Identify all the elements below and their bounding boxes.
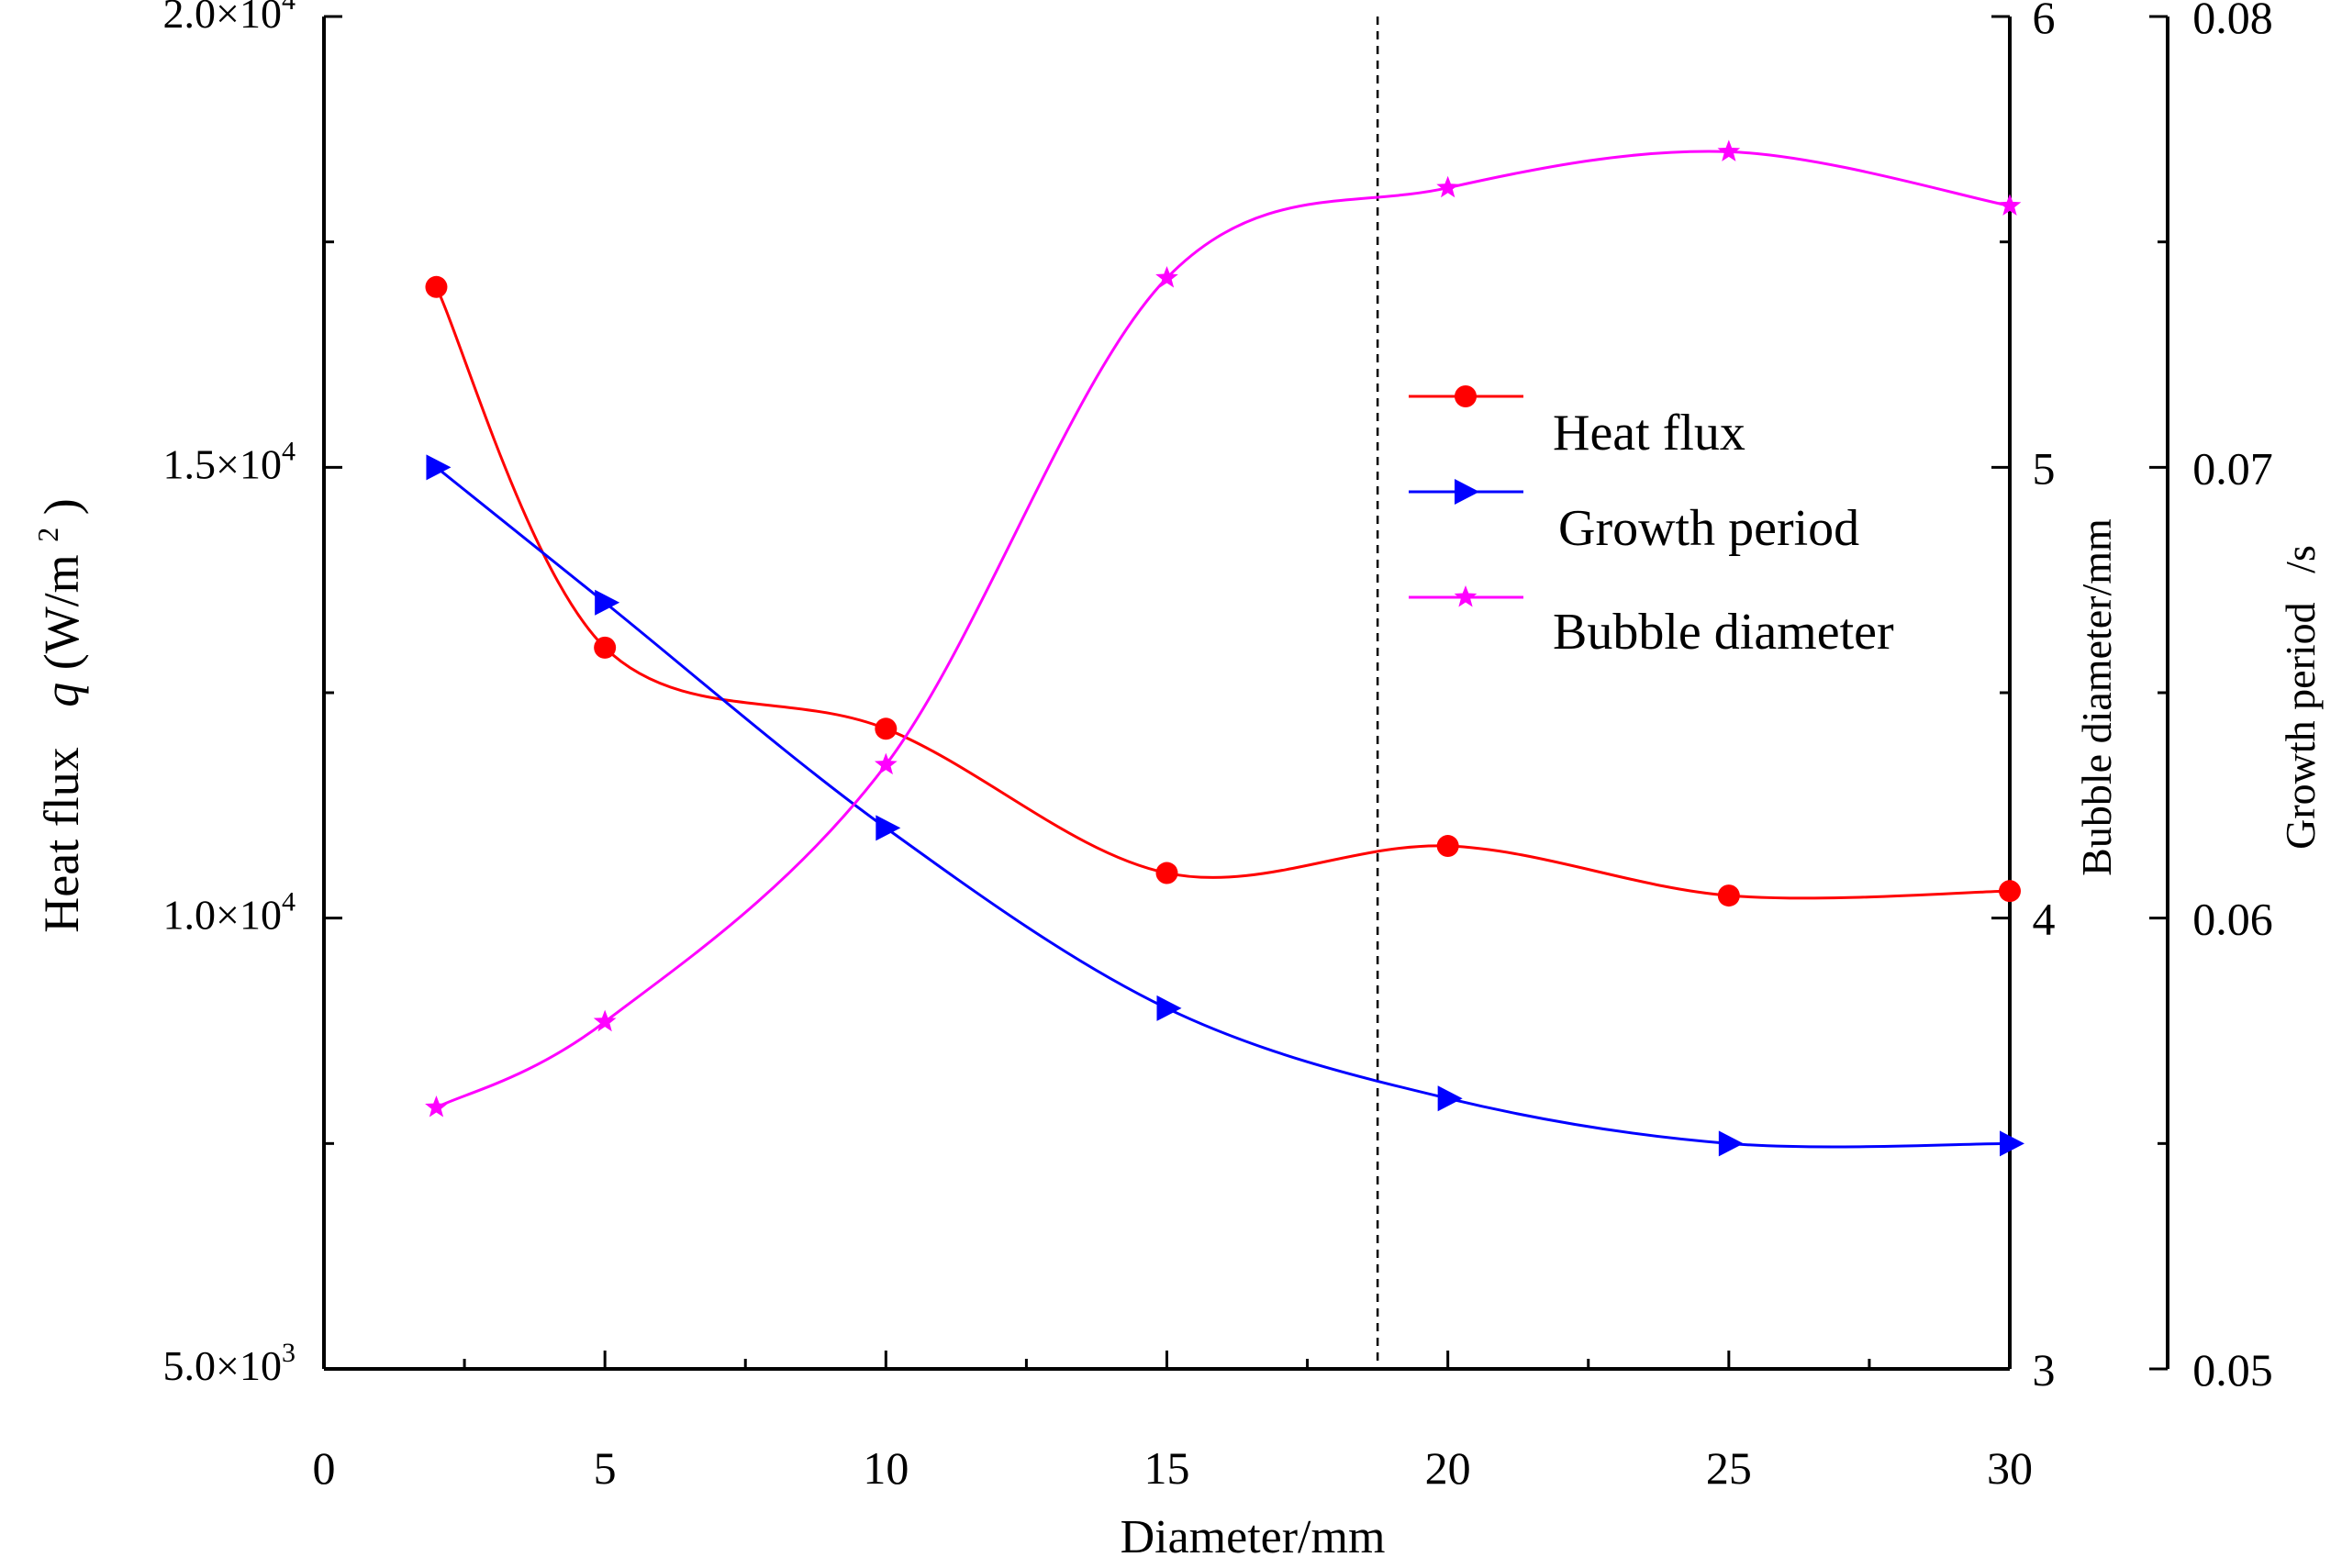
growth-axis-label-text: Growth period	[2277, 602, 2324, 850]
series-line-growth-period	[435, 466, 2011, 1149]
left-axis-label-symbol: q	[34, 683, 89, 707]
legend-marker-heat-flux	[1455, 385, 1477, 407]
growth-axis-label-unit: /s	[2277, 545, 2324, 573]
left-tick-label: 1.0×104	[163, 887, 296, 939]
left-axis-label: Heat flux q (W/m 2 )	[14, 498, 89, 932]
left-axis-label-exp: 2	[31, 528, 64, 542]
data-point-growth-period	[426, 454, 452, 481]
left-tick-exponent: 4	[282, 887, 296, 917]
x-tick-label: 5	[594, 1442, 617, 1494]
left-tick-mantissa: 1.5×10	[163, 440, 282, 487]
left-tick-label: 2.0×104	[163, 0, 296, 37]
series-line-heat-flux	[435, 286, 2011, 900]
growth-tick-label: 0.05	[2192, 1344, 2273, 1396]
data-point-heat-flux	[425, 275, 448, 298]
data-point-growth-period	[1718, 1130, 1744, 1157]
growth-tick-label: 0.06	[2192, 894, 2273, 945]
data-point-heat-flux	[875, 717, 898, 740]
data-point-heat-flux	[594, 636, 617, 659]
x-tick-label: 25	[1706, 1442, 1752, 1494]
x-tick-label: 30	[1987, 1442, 2033, 1494]
legend-label-bubble-diameter: Bubble diameter	[1553, 604, 1894, 661]
legend-marker-growth-period	[1455, 479, 1479, 505]
data-point-growth-period	[2000, 1130, 2024, 1157]
data-point-growth-period	[875, 815, 901, 841]
data-point-heat-flux	[1999, 880, 2021, 903]
left-axis-label-close: )	[34, 498, 89, 515]
data-point-heat-flux	[1717, 884, 1740, 907]
growth-axis-ticks: 0.05 0.06 0.07 0.08	[2149, 0, 2273, 1396]
left-tick-mantissa: 1.0×10	[163, 892, 282, 939]
data-point-bubble-diameter	[874, 752, 898, 775]
x-tick-label: 0	[313, 1442, 336, 1494]
left-tick-mantissa: 5.0×10	[163, 1342, 282, 1389]
left-tick-label: 1.5×104	[163, 436, 296, 487]
left-tick-mantissa: 2.0×10	[163, 0, 282, 37]
left-tick-exponent: 4	[282, 0, 296, 16]
x-tick-label: 15	[1144, 1442, 1190, 1494]
left-tick-exponent: 4	[282, 436, 296, 466]
data-point-growth-period	[1156, 995, 1182, 1021]
left-tick-label: 5.0×103	[163, 1338, 296, 1389]
bubble-tick-label: 4	[2033, 894, 2056, 945]
data-point-growth-period	[1437, 1085, 1463, 1112]
series-layer	[425, 139, 2024, 1157]
x-tick-label: 20	[1425, 1442, 1471, 1494]
data-point-bubble-diameter	[1155, 265, 1178, 288]
data-point-bubble-diameter	[1436, 175, 1460, 198]
legend-marker-bubble-diameter	[1454, 585, 1478, 607]
legend-label-growth-period: Growth period	[1558, 500, 1859, 557]
data-point-bubble-diameter	[425, 1095, 448, 1118]
data-point-bubble-diameter	[1717, 139, 1741, 161]
bubble-tick-label: 3	[2033, 1344, 2056, 1396]
x-axis-label: Diameter/mm	[1121, 1511, 1386, 1563]
data-point-heat-flux	[1436, 835, 1459, 858]
data-point-bubble-diameter	[593, 1009, 617, 1032]
data-point-bubble-diameter	[1998, 194, 2022, 216]
bubble-tick-label: 6	[2033, 0, 2056, 43]
left-tick-exponent: 3	[282, 1338, 296, 1368]
x-ticks: 0 5 10 15 20 25 30	[313, 1351, 2033, 1494]
growth-tick-label: 0.07	[2192, 442, 2273, 494]
x-tick-label: 10	[863, 1442, 909, 1494]
legend-label-heat-flux: Heat flux	[1553, 405, 1745, 462]
growth-tick-label: 0.08	[2192, 0, 2273, 43]
left-axis-label-text: Heat flux	[34, 747, 89, 932]
data-point-growth-period	[595, 589, 620, 616]
legend: Heat flux Growth period Bubble diameter	[1409, 385, 1894, 661]
bubble-axis-ticks: 3 4 5 6	[1991, 0, 2056, 1396]
bubble-axis-label: Bubble diameter/mm	[2073, 518, 2120, 876]
growth-axis-label: Growth period /s	[2277, 545, 2324, 850]
left-axis-label-unit: (W/m	[34, 554, 89, 670]
data-point-heat-flux	[1155, 862, 1178, 884]
bubble-tick-label: 5	[2033, 442, 2056, 494]
